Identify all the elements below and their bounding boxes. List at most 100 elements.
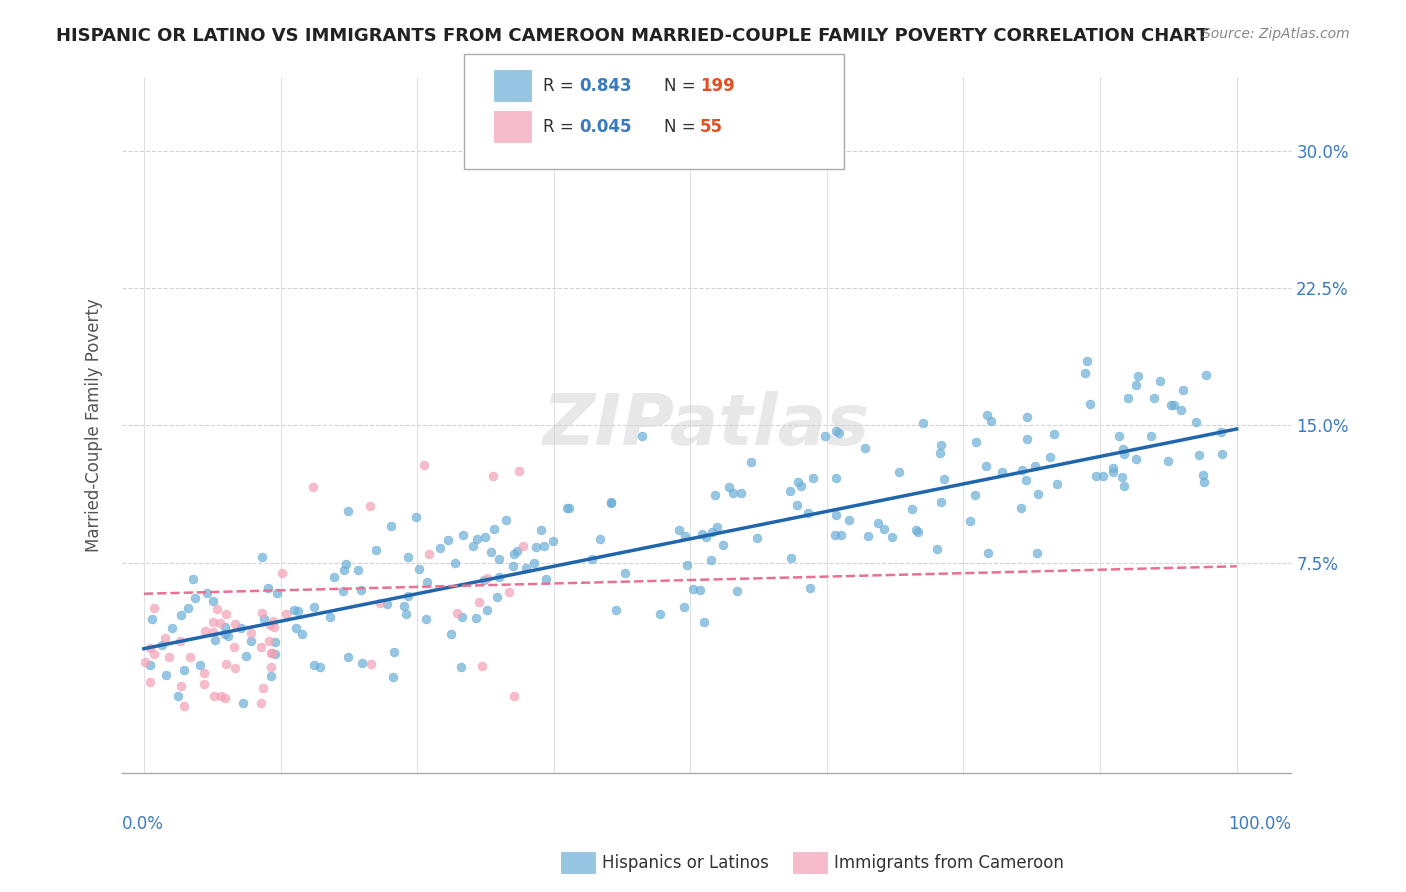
Point: [1015, 409, 1038, 424]
Point: [350, 583, 373, 598]
Point: [1140, 428, 1163, 442]
Point: [838, 513, 860, 527]
Text: R =: R =: [543, 77, 579, 95]
Point: [515, 561, 537, 575]
Point: [481, 469, 503, 483]
Point: [224, 661, 246, 675]
Point: [976, 408, 998, 422]
Point: [932, 471, 955, 485]
Point: [779, 484, 801, 499]
Point: [392, 599, 415, 614]
Point: [901, 501, 924, 516]
Point: [1026, 546, 1049, 560]
Point: [929, 495, 952, 509]
Point: [702, 525, 724, 540]
Point: [183, 591, 205, 606]
Point: [229, 621, 252, 635]
Point: [160, 621, 183, 635]
Point: [928, 446, 950, 460]
Point: [488, 570, 510, 584]
Point: [524, 541, 547, 555]
Point: [408, 562, 430, 576]
Point: [332, 584, 354, 599]
Point: [605, 603, 627, 617]
Point: [249, 697, 271, 711]
Point: [495, 513, 517, 527]
Point: [1046, 476, 1069, 491]
Point: [977, 546, 1000, 560]
Point: [676, 558, 699, 573]
Point: [319, 610, 342, 624]
Point: [167, 690, 190, 704]
Point: [259, 668, 281, 682]
Point: [1192, 475, 1215, 490]
Point: [263, 620, 285, 634]
Point: [512, 539, 534, 553]
Point: [195, 585, 218, 599]
Point: [801, 471, 824, 485]
Point: [209, 689, 232, 703]
Point: [170, 679, 193, 693]
Point: [276, 607, 298, 621]
Text: N =: N =: [664, 118, 700, 136]
Text: 0.0%: 0.0%: [122, 815, 165, 833]
Point: [907, 525, 929, 540]
Point: [418, 547, 440, 561]
Point: [581, 552, 603, 566]
Point: [194, 624, 217, 639]
Point: [224, 616, 246, 631]
Point: [451, 609, 474, 624]
Point: [215, 607, 238, 621]
Point: [600, 495, 623, 509]
Point: [139, 657, 162, 672]
Point: [209, 616, 232, 631]
Point: [648, 607, 671, 621]
Point: [797, 507, 820, 521]
Point: [260, 646, 283, 660]
Point: [1038, 450, 1060, 464]
Text: 100.0%: 100.0%: [1229, 815, 1291, 833]
Point: [825, 508, 848, 522]
Point: [352, 656, 374, 670]
Point: [304, 657, 326, 672]
Point: [692, 615, 714, 630]
Point: [790, 479, 813, 493]
Point: [259, 617, 281, 632]
Point: [360, 657, 382, 671]
Point: [472, 573, 495, 587]
Point: [690, 526, 713, 541]
Point: [589, 532, 612, 546]
Point: [253, 612, 276, 626]
Point: [468, 595, 491, 609]
Point: [799, 582, 821, 596]
Point: [157, 649, 180, 664]
Point: [396, 589, 419, 603]
Point: [202, 615, 225, 629]
Point: [202, 593, 225, 607]
Point: [689, 582, 711, 597]
Point: [336, 650, 359, 665]
Point: [905, 523, 928, 537]
Point: [498, 584, 520, 599]
Text: 0.045: 0.045: [579, 118, 631, 136]
Point: [718, 480, 741, 494]
Point: [1015, 473, 1038, 487]
Point: [880, 530, 903, 544]
Point: [155, 668, 177, 682]
Point: [450, 660, 472, 674]
Point: [214, 627, 236, 641]
Point: [502, 558, 524, 573]
Point: [142, 601, 165, 615]
Point: [1192, 468, 1215, 483]
Point: [1116, 392, 1139, 406]
Point: [1156, 454, 1178, 468]
Point: [239, 626, 262, 640]
Point: [465, 532, 488, 546]
Point: [444, 557, 467, 571]
Point: [405, 509, 427, 524]
Point: [169, 634, 191, 648]
Point: [1143, 391, 1166, 405]
Point: [336, 504, 359, 518]
Point: [912, 417, 935, 431]
Point: [1010, 500, 1032, 515]
